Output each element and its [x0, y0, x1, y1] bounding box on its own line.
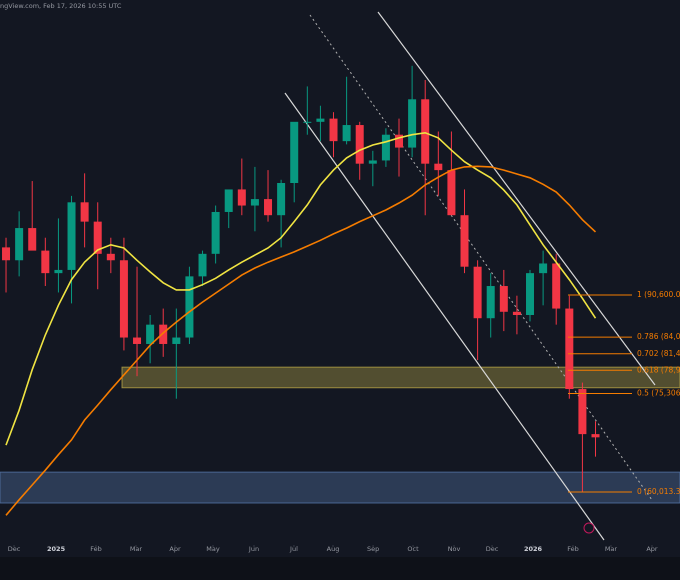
fib-label: 0.702 (81,48 — [637, 349, 680, 358]
x-tick-label: Jun — [248, 545, 259, 553]
plot: 1 (90,600.00 0.786 (84,054 0.702 (81,48 0.6… — [2, 65, 680, 516]
candle-body — [539, 263, 548, 274]
x-tick-label: Nov — [448, 545, 461, 553]
candle-body — [198, 253, 207, 277]
x-tick-label: Mar — [130, 545, 143, 553]
x-tick-label: Feb — [567, 545, 579, 553]
candle-body — [486, 286, 495, 319]
x-tick-label: May — [206, 545, 220, 553]
candle-body — [329, 118, 338, 142]
candle-body — [106, 253, 115, 261]
candle-body — [591, 434, 600, 438]
candle-body — [526, 273, 535, 315]
candle-body — [54, 269, 63, 274]
candle-body — [552, 263, 561, 309]
candle-body — [368, 160, 377, 164]
zone — [0, 471, 680, 504]
x-tick-label: Dec — [486, 545, 499, 553]
candle-body — [93, 221, 102, 254]
fib-label: 0.5 (75,306.6 — [637, 389, 680, 398]
candle-body — [146, 324, 155, 344]
fib-label: 1 (90,600.00 — [637, 290, 680, 299]
fib-label: 0.618 (78,91 — [637, 365, 680, 374]
candle-body — [2, 247, 11, 261]
channel-midline — [309, 14, 653, 501]
x-tick-label: Aug — [327, 545, 340, 553]
candle-body — [159, 324, 168, 344]
candle-body — [499, 286, 508, 312]
fib-label: 0 (60,013.36 — [637, 487, 680, 496]
candle-body — [316, 118, 325, 122]
candle-body — [264, 199, 273, 216]
candle-body — [565, 308, 574, 390]
x-tick-label: Mar — [605, 545, 618, 553]
x-tick-label: 2025 — [47, 545, 66, 553]
fib-label: 0.786 (84,054 — [637, 332, 680, 341]
zones — [0, 366, 680, 504]
candle-body — [434, 163, 443, 171]
candle-body — [395, 134, 404, 148]
candle-body — [133, 337, 142, 344]
candle-body — [67, 202, 76, 270]
x-tick-label: 2026 — [524, 545, 543, 553]
x-tick-label: Apr — [169, 545, 181, 553]
candle-body — [237, 189, 246, 206]
bottom-bar — [0, 557, 680, 580]
x-tick-label: Oct — [407, 545, 419, 553]
candle-body — [381, 134, 390, 161]
candle-body — [408, 99, 417, 148]
channel-line — [284, 92, 605, 541]
candle-body — [512, 311, 521, 315]
candle-body — [290, 121, 299, 183]
candle-body — [421, 99, 430, 164]
candle-body — [224, 189, 233, 212]
moving-average — [5, 165, 597, 516]
x-tick-label: Jul — [289, 545, 298, 553]
candle-body — [303, 121, 312, 123]
candle-body — [41, 250, 50, 274]
channel-line — [377, 11, 656, 386]
header: ngView.com, Feb 17, 2026 10:55 UTC — [0, 2, 122, 10]
candle-body — [28, 228, 37, 251]
x-tick-label: Dec — [8, 545, 21, 553]
candle-body — [355, 125, 364, 164]
candle-body — [250, 199, 259, 206]
candle-body — [578, 389, 587, 435]
candle-body — [211, 211, 220, 254]
candle-body — [277, 182, 286, 216]
candle-body — [185, 276, 194, 338]
candle-body — [172, 337, 181, 344]
event-icon — [583, 522, 595, 534]
candle-body — [447, 170, 456, 216]
x-tick-label: Sep — [367, 545, 379, 553]
candle-body — [80, 202, 89, 222]
candle-body — [473, 266, 482, 319]
moving-average — [5, 131, 597, 446]
candle-body — [342, 125, 351, 142]
candle-body — [460, 215, 469, 267]
x-tick-label: Apr — [646, 545, 658, 553]
x-tick-label: Feb — [90, 545, 102, 553]
candle-body — [15, 228, 24, 261]
candle-body — [119, 260, 128, 338]
